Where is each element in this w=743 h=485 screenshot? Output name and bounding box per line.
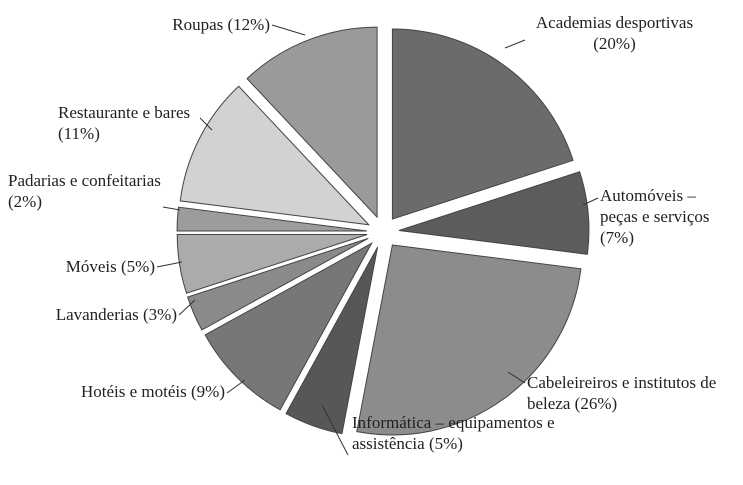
leader-line bbox=[271, 24, 306, 36]
pie-slice bbox=[246, 26, 378, 219]
category-name: Roupas bbox=[172, 15, 224, 34]
slice-label: Lavanderias (3%) bbox=[56, 304, 177, 325]
pie-slice bbox=[186, 237, 369, 331]
value-label: (20%) bbox=[593, 34, 636, 53]
pie-slice bbox=[356, 244, 582, 436]
value-label: (11%) bbox=[58, 124, 100, 143]
leader-line bbox=[162, 206, 181, 211]
leader-line bbox=[504, 39, 526, 49]
pie-slice bbox=[179, 85, 371, 226]
value-label: (26%) bbox=[574, 394, 618, 413]
value-label: (3%) bbox=[143, 305, 177, 324]
category-name: Lavanderias bbox=[55, 305, 139, 324]
value-label: (5%) bbox=[121, 257, 155, 276]
category-name: Padarias e confeitarias bbox=[8, 171, 161, 190]
slice-label: Hotéis e motéis (9%) bbox=[81, 381, 225, 402]
leader-line bbox=[507, 371, 526, 384]
category-name: Restaurante e bares bbox=[58, 103, 191, 122]
slice-label: Móveis (5%) bbox=[66, 256, 155, 277]
leader-line bbox=[321, 404, 349, 456]
slice-label: Automóveis – peças e serviços (7%) bbox=[600, 185, 728, 248]
slice-label: Padarias e confeitarias (2%) bbox=[8, 170, 173, 212]
category-name: Cabeleireiros e institutos de beleza bbox=[527, 373, 717, 413]
pie-slice bbox=[285, 246, 379, 435]
category-name: Automóveis – peças e serviços bbox=[600, 186, 710, 226]
pie-slice bbox=[176, 234, 368, 294]
value-label: (2%) bbox=[8, 192, 42, 211]
category-name: Academias desportivas bbox=[535, 13, 694, 32]
value-label: (7%) bbox=[600, 228, 634, 247]
leader-line bbox=[156, 261, 183, 268]
slice-label: Cabeleireiros e institutos de beleza (26… bbox=[527, 372, 743, 414]
slice-label: Roupas (12%) bbox=[172, 14, 270, 35]
value-label: (9%) bbox=[191, 382, 225, 401]
value-label: (12%) bbox=[227, 15, 270, 34]
category-name: Hotéis e motéis bbox=[81, 382, 187, 401]
slice-label: Informática – equipamentos e assistência… bbox=[352, 412, 614, 454]
category-name: Informática – equipamentos e assistência bbox=[352, 413, 555, 453]
leader-line bbox=[178, 299, 196, 316]
pie-slice bbox=[176, 206, 368, 232]
slice-label: Restaurante e bares (11%) bbox=[58, 102, 203, 144]
category-name: Móveis bbox=[65, 257, 117, 276]
leader-line bbox=[199, 117, 213, 131]
pie-slice bbox=[204, 242, 373, 411]
value-label: (5%) bbox=[428, 434, 463, 453]
pie-slice bbox=[398, 171, 590, 255]
leader-line bbox=[582, 197, 599, 206]
leader-line bbox=[226, 379, 246, 394]
pie-slice bbox=[391, 28, 574, 220]
slice-label: Academias desportivas (20%) bbox=[527, 12, 702, 54]
